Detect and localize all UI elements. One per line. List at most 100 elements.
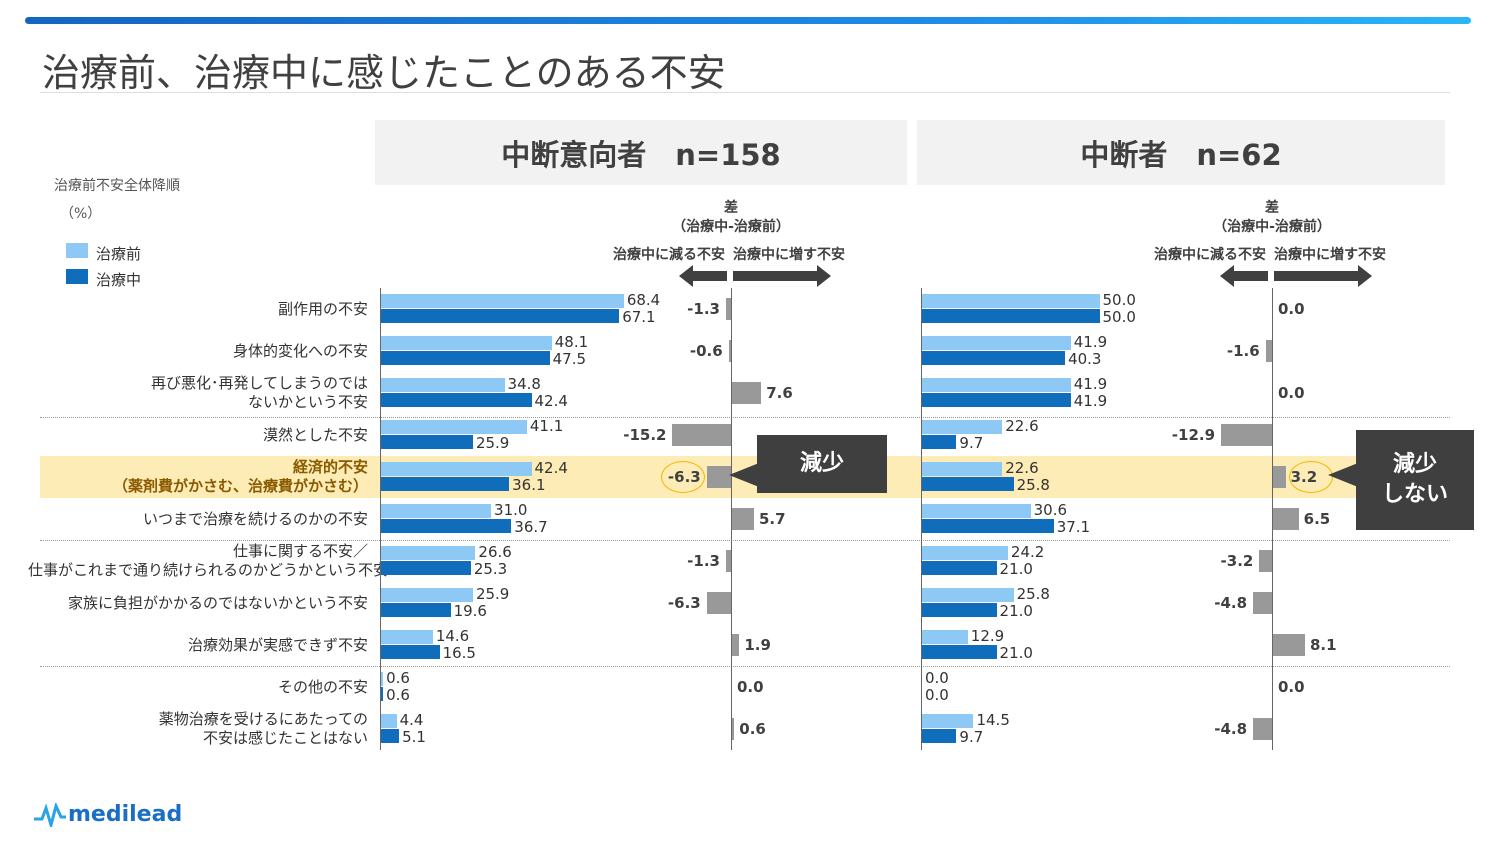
bar-before	[922, 462, 1003, 476]
bar-during	[381, 393, 532, 407]
diff-title: 差	[1265, 200, 1279, 216]
panel-header: 中断者 n=62	[917, 120, 1445, 185]
category-label-line: 家族に負担がかかるのではないかという不安	[67, 593, 368, 612]
category-label: 家族に負担がかかるのではないかという不安	[28, 594, 368, 613]
value-label-during: 25.8	[1016, 476, 1050, 494]
category-label-line: 経済的不安	[292, 458, 368, 476]
bar-before	[922, 546, 1008, 560]
diff-title: 差	[724, 200, 738, 216]
value-label-during: 19.6	[453, 602, 487, 620]
bar-during	[922, 519, 1054, 533]
value-label-before: 48.1	[554, 333, 589, 351]
diff-bar	[706, 592, 731, 614]
bar-during	[381, 603, 451, 617]
bar-during	[922, 729, 957, 743]
category-label-line: （薬剤費がかさむ、治療費がかさむ）	[112, 477, 368, 495]
diff-subtitle: （治療中-治療前）	[672, 219, 790, 235]
value-label-before: 50.0	[1102, 291, 1136, 309]
diff-bar	[732, 382, 762, 404]
decrease-arrow-icon	[1220, 265, 1268, 287]
diff-subtitle: （治療中-治療前）	[1213, 219, 1331, 235]
value-label-during: 9.7	[959, 434, 984, 452]
panel-header: 中断意向者 n=158	[375, 120, 907, 185]
value-label-during: 36.1	[512, 476, 546, 494]
bar-during	[381, 477, 510, 491]
callout-pointer	[1328, 463, 1358, 487]
bar-before	[381, 672, 384, 686]
row-group-separator	[40, 540, 1450, 541]
bar-before	[922, 504, 1031, 518]
category-label: 再び悪化･再発してしまうのでは ないかという不安	[28, 374, 368, 412]
highlight-circle	[660, 461, 705, 493]
diff-bar	[1253, 592, 1272, 614]
bar-before	[381, 420, 527, 434]
bar-during	[381, 645, 440, 659]
category-label-line: 身体的変化への不安	[232, 341, 368, 360]
diff-value: -1.3	[687, 300, 720, 318]
bar-during	[381, 519, 512, 533]
diff-value: 0.0	[1278, 678, 1305, 696]
value-label-before: 0.0	[925, 669, 949, 687]
legend-label-before: 治療前	[96, 245, 142, 263]
diff-bar	[1265, 340, 1272, 362]
diff-bar	[725, 298, 731, 320]
diff-value: 0.0	[1278, 384, 1305, 402]
bar-before	[922, 294, 1100, 308]
category-label: 副作用の不安	[28, 300, 368, 319]
increase-arrow-icon	[1274, 265, 1372, 287]
bar-during	[922, 309, 1100, 323]
decrease-label: 治療中に減る不安	[613, 247, 725, 263]
diff-bar	[1253, 718, 1272, 740]
bar-before	[922, 336, 1071, 350]
diff-bar	[1259, 550, 1272, 572]
value-label-before: 68.4	[626, 291, 661, 309]
diff-bar	[728, 340, 731, 362]
value-label-before: 14.5	[976, 711, 1010, 729]
bar-during	[922, 351, 1066, 365]
legend-swatch-before	[66, 243, 88, 258]
diff-value: -12.9	[1171, 426, 1216, 444]
value-label-during: 25.3	[473, 560, 508, 578]
value-label-during: 16.5	[442, 644, 476, 662]
value-label-before: 22.6	[1005, 459, 1039, 477]
bar-during	[922, 393, 1071, 407]
increase-arrow-icon	[733, 265, 831, 287]
diff-bar	[1273, 466, 1286, 488]
category-label-line: 再び悪化･再発してしまうのでは	[150, 374, 368, 392]
diff-value: 0.0	[737, 678, 764, 696]
highlight-circle	[1288, 461, 1333, 493]
category-label-line: 仕事がこれまで通り続けられるのかどうかという不安	[28, 561, 389, 579]
value-label-during: 41.9	[1073, 392, 1108, 410]
bar-during	[381, 309, 620, 323]
diff-value: -4.8	[1214, 720, 1248, 738]
diff-value: 0.0	[1278, 300, 1305, 318]
category-label-line: 治療効果が実感できず不安	[187, 635, 368, 654]
diff-axis	[1272, 288, 1273, 750]
bar-during	[381, 561, 471, 575]
value-label-during: 0.0	[925, 686, 949, 704]
pulse-icon	[34, 802, 66, 827]
medilead-logo: medilead	[34, 802, 182, 827]
category-label-line: いつまで治療を続けるのかの不安	[142, 509, 368, 528]
diff-value: -0.6	[689, 342, 723, 360]
value-label-during: 5.1	[402, 728, 426, 746]
diff-bar	[732, 718, 735, 740]
value-label-before: 42.4	[534, 459, 568, 477]
callout-box: 減少	[757, 435, 887, 493]
value-label-during: 40.3	[1068, 350, 1102, 368]
bar-during	[922, 561, 997, 575]
value-label-during: 50.0	[1102, 308, 1136, 326]
diff-bar	[1273, 634, 1305, 656]
diff-value: 5.7	[758, 510, 786, 528]
value-label-during: 67.1	[622, 308, 656, 326]
value-label-during: 36.7	[514, 518, 548, 536]
category-label-line: 薬物治療を受けるにあたっての	[158, 710, 368, 728]
value-label-before: 41.9	[1073, 375, 1108, 393]
title-divider	[40, 92, 1450, 93]
diff-bar	[732, 634, 740, 656]
category-label-line: 不安は感じたことはない	[202, 729, 368, 747]
diff-value: -4.8	[1214, 594, 1248, 612]
diff-value: 0.6	[739, 720, 766, 738]
value-label-during: 0.6	[386, 686, 410, 704]
diff-axis	[731, 288, 732, 750]
